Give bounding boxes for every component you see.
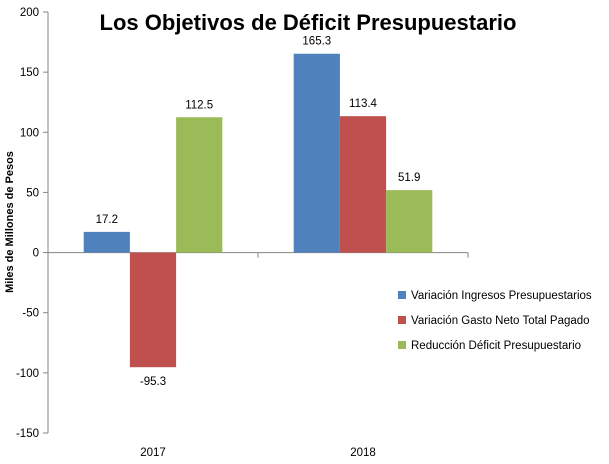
legend-swatch — [398, 341, 406, 349]
data-label: 113.4 — [349, 98, 378, 110]
y-tick-label: 100 — [20, 127, 39, 139]
y-axis-label: Miles de Millones de Pesos — [4, 151, 16, 293]
legend-entry: Variación Gasto Neto Total Pagado — [411, 315, 590, 327]
bar — [339, 116, 387, 253]
bar — [176, 117, 223, 253]
y-tick-label: 150 — [20, 67, 39, 79]
y-tick-label: -100 — [16, 368, 39, 380]
y-tick-label: 50 — [26, 187, 39, 199]
y-tick-label: 200 — [20, 7, 39, 19]
data-label: 165.3 — [302, 36, 331, 48]
legend: Variación Ingresos Presupuestarios Variac… — [398, 290, 592, 352]
chart-title: Los Objetivos de Déficit Presupuestario — [100, 10, 517, 35]
bar — [129, 252, 177, 368]
legend-swatch — [398, 291, 406, 299]
y-tick-label: 0 — [33, 248, 39, 260]
x-tick-label: 2017 — [140, 447, 166, 459]
bar — [386, 190, 433, 253]
y-tick-label: -150 — [16, 428, 39, 440]
bar — [293, 53, 340, 253]
y-tick-label: -50 — [22, 308, 39, 320]
data-label: -95.3 — [140, 376, 166, 388]
bar — [83, 231, 130, 253]
x-tick-label: 2018 — [350, 447, 376, 459]
legend-entry: Reducción Déficit Presupuestario — [411, 340, 581, 352]
data-label: 51.9 — [398, 172, 420, 184]
legend-swatch — [398, 316, 406, 324]
data-label: 112.5 — [185, 99, 213, 111]
bars: 17.2 165.3 -95.3 113.4 112.5 51.9 — [83, 36, 433, 388]
legend-entry: Variación Ingresos Presupuestarios — [411, 290, 592, 302]
data-label: 17.2 — [96, 214, 118, 226]
